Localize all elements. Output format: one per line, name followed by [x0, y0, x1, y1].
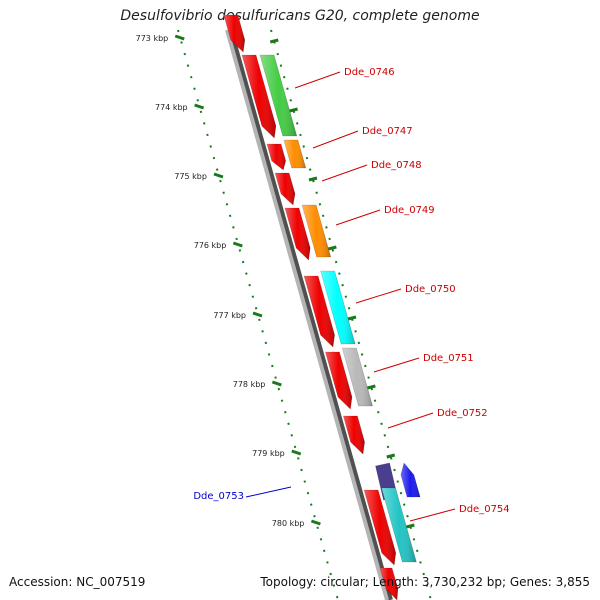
ruler-tick-label: 776 kbp [194, 241, 227, 250]
gene-label-Dde_0752[interactable]: Dde_0752 [437, 408, 488, 419]
leader-line-Dde_0747 [312, 130, 359, 149]
accession-text: Accession: NC_007519 [9, 575, 146, 589]
cds-box-Dde_0747[interactable] [283, 139, 307, 169]
gene-arrow-Dde_0753[interactable] [400, 462, 421, 498]
leader-line-Dde_0746 [294, 71, 341, 89]
ruler-tick [310, 519, 321, 526]
ruler-tick-label: 774 kbp [155, 103, 188, 112]
gene-label-Dde_0747[interactable]: Dde_0747 [362, 126, 413, 137]
gene-arrow-Dde_0754[interactable] [363, 489, 397, 566]
cds-box-Dde_0750[interactable] [320, 270, 356, 345]
gene-label-Dde_0749[interactable]: Dde_0749 [384, 205, 435, 216]
cds-box-Dde_0749[interactable] [301, 204, 332, 258]
backbone-line [225, 29, 389, 600]
ruler-tick [194, 103, 205, 110]
gene-arrow-Dde_0748[interactable] [274, 172, 296, 206]
ruler-tick [174, 34, 185, 41]
gene-arrow-partial-top[interactable] [223, 14, 246, 53]
ruler-tick-right [327, 245, 337, 251]
leader-line-Dde_0753 [245, 486, 292, 498]
ruler-tick [232, 241, 243, 248]
ruler-tick-label: 779 kbp [252, 449, 285, 458]
gene-arrow-Dde_0747[interactable] [266, 143, 287, 171]
ruler-tick-label: 777 kbp [213, 311, 246, 320]
ruler-tick-label: 773 kbp [136, 34, 169, 43]
ruler-left [177, 29, 339, 600]
ruler-tick-right [269, 38, 279, 44]
leader-line-Dde_0751 [373, 357, 420, 373]
gene-features [223, 14, 421, 600]
ruler-tick-right [406, 523, 415, 529]
gene-label-Dde_0748[interactable]: Dde_0748 [371, 160, 422, 171]
ruler-ticks: 773 kbp 774 kbp 775 kbp 776 kbp 777 kbp 778 k… [136, 34, 415, 529]
gene-arrow-Dde_0746[interactable] [241, 54, 277, 139]
leader-line-Dde_0752 [387, 412, 434, 429]
gene-arrow-Dde_0749[interactable] [284, 207, 311, 261]
gene-label-Dde_0753[interactable]: Dde_0753 [193, 491, 244, 502]
gene-label-Dde_0750[interactable]: Dde_0750 [405, 284, 456, 295]
cds-box-Dde_0746[interactable] [259, 54, 298, 137]
cds-box-Dde_0751[interactable] [341, 347, 373, 407]
ruler-right [270, 29, 432, 600]
ruler-tick-label: 778 kbp [233, 380, 266, 389]
gene-label-Dde_0751[interactable]: Dde_0751 [423, 353, 474, 364]
gene-arrow-Dde_0750[interactable] [303, 275, 335, 348]
cds-box-Dde_0754[interactable] [381, 487, 417, 563]
gene-arrow-partial-bottom[interactable] [379, 567, 399, 600]
map-title: Desulfovibrio desulfuricans G20, complet… [120, 8, 480, 24]
leader-line-Dde_0750 [355, 288, 402, 304]
gene-label-Dde_0754[interactable]: Dde_0754 [459, 504, 510, 515]
ruler-tick-right [308, 176, 318, 182]
ruler-tick [291, 449, 302, 456]
ruler-tick-right [367, 384, 376, 390]
gene-label-Dde_0746[interactable]: Dde_0746 [344, 67, 395, 78]
ruler-tick-label: 775 kbp [174, 172, 207, 181]
leader-line-Dde_0754 [409, 508, 456, 522]
ruler-tick [213, 172, 224, 179]
ruler-tick-right [289, 107, 298, 113]
gene-arrow-Dde_0751[interactable] [325, 351, 353, 410]
topology-text: Topology: circular; Length: 3,730,232 bp… [260, 575, 590, 589]
leader-line-Dde_0749 [335, 209, 381, 226]
gene-labels: Dde_0746 Dde_0747 Dde_0748 Dde_0749 Dde_0750… [193, 67, 510, 522]
gene-arrow-Dde_0752[interactable] [343, 415, 365, 455]
ruler-tick-right [386, 453, 396, 459]
ruler-tick-label: 780 kbp [272, 519, 305, 528]
leader-line-Dde_0748 [321, 164, 368, 182]
ruler-tick-right [347, 315, 357, 321]
ruler-tick [252, 311, 263, 318]
ruler-tick [271, 380, 282, 387]
backbone-shadow [227, 29, 393, 600]
